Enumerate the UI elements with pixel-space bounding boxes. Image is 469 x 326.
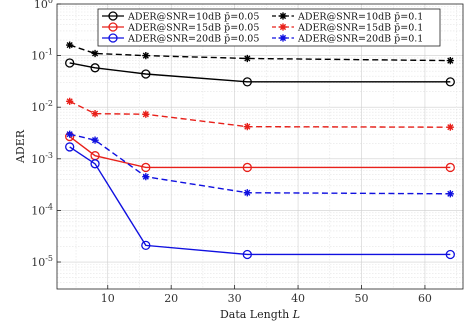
x-tick-label: 10 xyxy=(101,292,115,305)
data-point-star xyxy=(243,189,251,197)
series-line xyxy=(69,146,451,256)
data-point-star xyxy=(66,97,74,105)
series-1 xyxy=(65,58,455,87)
data-point-star xyxy=(243,54,251,63)
y-tick-label: 100 xyxy=(34,0,53,11)
data-point-circle xyxy=(445,77,455,87)
series-layer xyxy=(65,41,455,260)
data-point-star xyxy=(142,110,150,118)
data-point-star xyxy=(91,110,99,118)
plot-area-frame xyxy=(56,3,464,290)
x-tick-label: 50 xyxy=(355,292,369,305)
legend-label: ADER@SNR=10dB p̄=0.1 xyxy=(297,12,423,23)
legend-entry: ADER@SNR=15dB p̄=0.1 xyxy=(272,23,423,34)
y-tick-base: 10 xyxy=(31,256,45,269)
y-tick-label: 10-1 xyxy=(31,48,53,63)
y-tick-label: 10-4 xyxy=(31,202,53,217)
data-point-circle xyxy=(445,249,455,260)
data-point-star xyxy=(279,23,287,31)
legend-label: ADER@SNR=10dB p̄=0.05 xyxy=(127,12,259,23)
x-axis-label-variable: L xyxy=(292,308,300,321)
legend-label: ADER@SNR=20dB p̄=0.05 xyxy=(127,34,259,45)
y-tick-label: 10-5 xyxy=(31,254,53,269)
series-line xyxy=(69,100,451,128)
legend-label: ADER@SNR=15dB p̄=0.05 xyxy=(127,23,259,34)
data-point-star xyxy=(66,41,74,49)
legend-label: ADER@SNR=20dB p̄=0.1 xyxy=(297,34,423,45)
legend-box xyxy=(97,8,441,47)
x-tick-label: 30 xyxy=(228,292,242,305)
y-tick-exponent: -5 xyxy=(45,254,53,263)
data-point-star xyxy=(91,136,99,144)
legend-entry: ADER@SNR=20dB p̄=0.1 xyxy=(272,34,423,45)
data-point-circle xyxy=(242,77,252,87)
x-tick-label: 20 xyxy=(164,292,178,305)
data-point-circle xyxy=(108,33,118,43)
y-tick-exponent: -1 xyxy=(45,48,53,57)
x-axis: 10 20 30 40 50 60 xyxy=(101,285,432,305)
legend-entry: ADER@SNR=10dB p̄=0.05 xyxy=(102,11,259,23)
series-2 xyxy=(65,131,455,173)
y-tick-label: 10-2 xyxy=(31,99,53,114)
y-tick-base: 10 xyxy=(34,0,48,11)
data-point-star xyxy=(66,130,74,138)
legend: ADER@SNR=10dB p̄=0.05 ADER@SNR=10dB p̄=0.… xyxy=(97,8,441,47)
data-point-circle xyxy=(108,11,118,21)
y-tick-label: 10-3 xyxy=(31,151,53,166)
series-3 xyxy=(65,142,455,260)
series-5 xyxy=(66,97,454,131)
data-point-circle xyxy=(242,249,252,260)
data-point-circle xyxy=(108,22,118,32)
x-axis-label-text: Data Length xyxy=(220,308,289,321)
y-tick-base: 10 xyxy=(31,101,45,114)
data-point-circle xyxy=(90,63,100,73)
data-point-circle xyxy=(141,69,151,79)
y-tick-exponent: -2 xyxy=(45,99,53,108)
data-point-star xyxy=(142,52,150,60)
x-tick-label: 60 xyxy=(418,292,432,305)
y-tick-exponent: -4 xyxy=(45,202,53,211)
x-axis-label: Data Length L xyxy=(220,308,300,321)
series-line xyxy=(69,135,451,169)
y-axis-label: ADER xyxy=(14,129,27,164)
legend-label: ADER@SNR=15dB p̄=0.1 xyxy=(297,23,423,34)
series-4 xyxy=(66,41,454,65)
legend-entry: ADER@SNR=10dB p̄=0.1 xyxy=(272,12,423,23)
data-point-circle xyxy=(141,162,151,173)
data-point-star xyxy=(279,34,287,42)
data-point-circle xyxy=(242,162,252,173)
data-point-star xyxy=(142,173,150,181)
data-point-star xyxy=(446,57,454,65)
data-point-circle xyxy=(90,159,100,169)
data-point-star xyxy=(446,123,454,131)
y-tick-base: 10 xyxy=(31,204,45,217)
data-point-star xyxy=(243,123,251,131)
data-point-star xyxy=(279,12,287,20)
x-tick-label: 40 xyxy=(291,292,305,305)
y-tick-exponent: -3 xyxy=(45,151,53,160)
data-point-circle xyxy=(141,240,151,251)
data-point-circle xyxy=(65,58,75,68)
chart-grid xyxy=(57,4,463,290)
data-point-star xyxy=(91,49,99,58)
y-tick-exponent: 0 xyxy=(48,0,53,5)
y-tick-base: 10 xyxy=(31,153,45,166)
series-line xyxy=(69,62,451,83)
legend-entry: ADER@SNR=15dB p̄=0.05 xyxy=(102,22,259,34)
series-6 xyxy=(66,130,454,198)
legend-entry: ADER@SNR=20dB p̄=0.05 xyxy=(102,33,259,45)
data-point-circle xyxy=(445,162,455,173)
data-point-circle xyxy=(65,142,75,152)
data-point-star xyxy=(446,190,454,198)
y-tick-base: 10 xyxy=(31,50,45,63)
